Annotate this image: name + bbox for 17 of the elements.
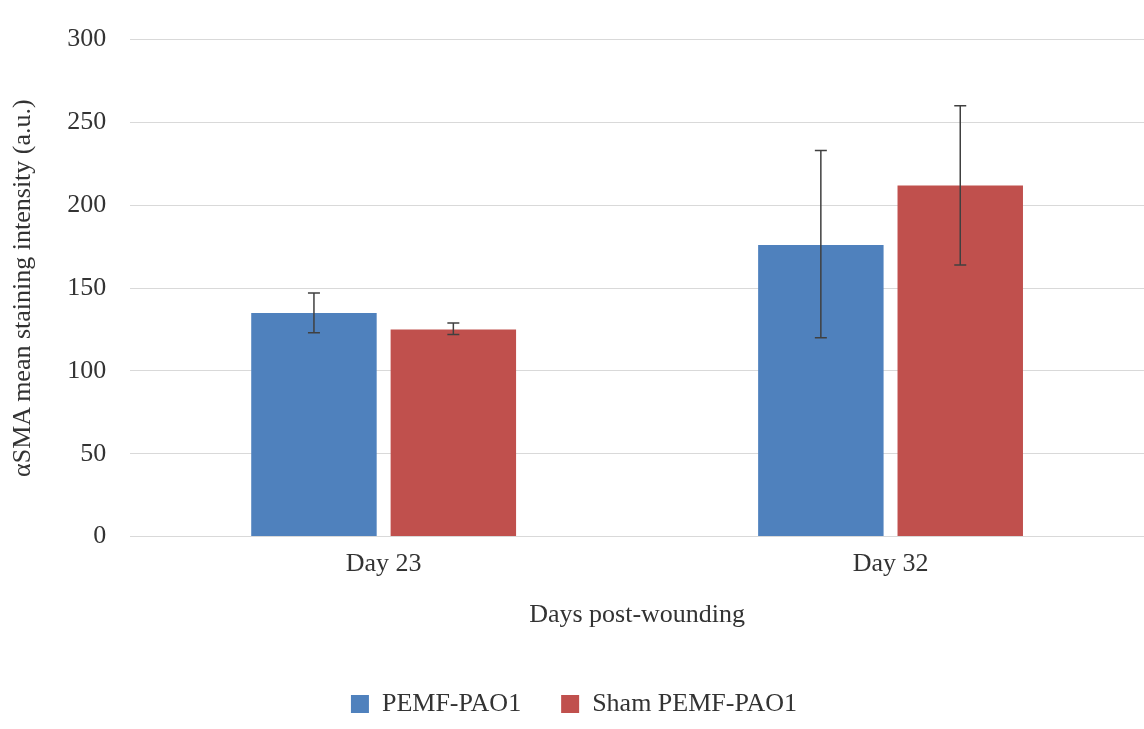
bar (758, 245, 884, 537)
legend-label: PEMF-PAO1 (381, 687, 522, 717)
bar (251, 312, 377, 537)
y-tick-label: 300 (67, 23, 107, 53)
y-tick-label: 250 (67, 106, 107, 136)
bar (897, 185, 1023, 537)
legend-label: Sham PEMF-PAO1 (592, 687, 798, 717)
y-tick-label: 100 (67, 354, 107, 384)
x-tick-label: Day 23 (345, 548, 422, 578)
y-tick-label: 200 (67, 189, 107, 219)
x-axis-title: Days post-wounding (529, 599, 746, 629)
bar (390, 329, 517, 537)
y-tick-label: 50 (80, 437, 107, 467)
x-tick-label: Day 32 (852, 548, 929, 578)
y-axis-title: αSMA mean staining intensity (a.u.) (7, 99, 37, 477)
y-tick-label: 150 (67, 271, 107, 301)
y-tick-label: 0 (93, 520, 107, 550)
